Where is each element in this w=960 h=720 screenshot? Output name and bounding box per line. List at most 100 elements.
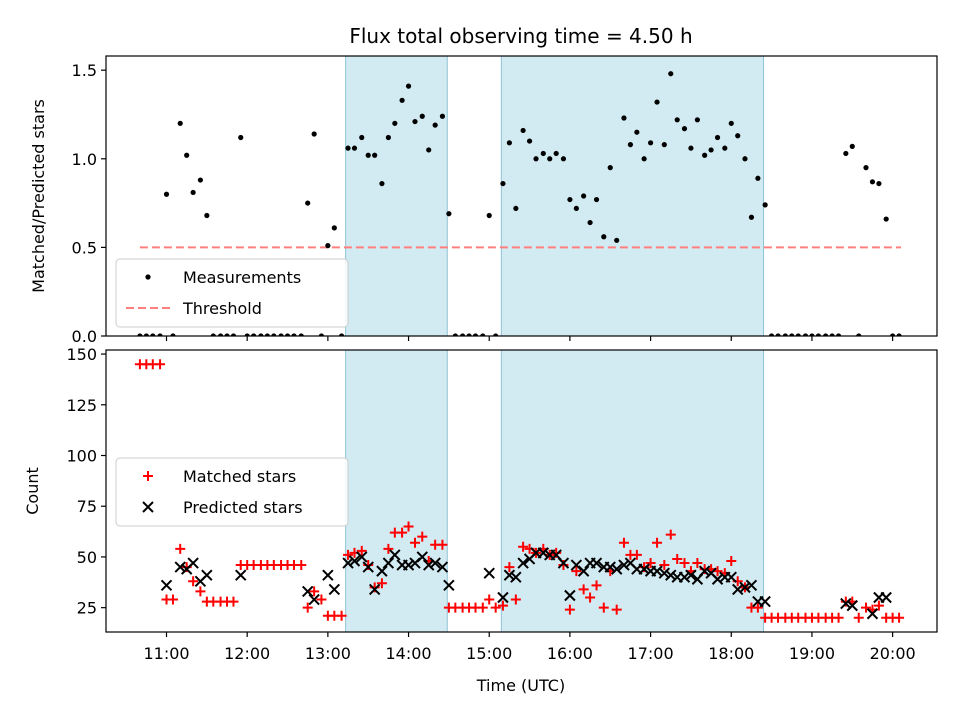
predicted-star-point xyxy=(162,580,172,590)
legend-label: Measurements xyxy=(183,268,301,287)
y-tick-label: 1.0 xyxy=(72,150,97,169)
measurement-point xyxy=(654,99,659,104)
measurement-point xyxy=(601,234,606,239)
measurement-point xyxy=(608,165,613,170)
chart-title: Flux total observing time = 4.50 h xyxy=(349,24,692,48)
measurement-point xyxy=(722,146,727,151)
legend: Measurements Threshold xyxy=(116,259,348,327)
x-tick-label: 15:00 xyxy=(466,644,512,663)
measurement-point xyxy=(433,123,438,128)
matched-star-point xyxy=(228,597,238,607)
matched-star-point xyxy=(296,560,306,570)
measurement-point xyxy=(863,165,868,170)
observing-window-band xyxy=(501,350,763,632)
count-panel: 255075100125150 11:00 12:00 13:00 14:00 15:0… xyxy=(23,345,937,663)
y-tick-label: 125 xyxy=(66,396,97,415)
measurement-point xyxy=(648,140,653,145)
predicted-star-point xyxy=(329,584,339,594)
measurement-point xyxy=(850,144,855,149)
y-tick-label: 0.5 xyxy=(72,238,97,257)
measurement-point xyxy=(715,135,720,140)
matched-star-point xyxy=(484,595,494,605)
legend-label: Predicted stars xyxy=(183,498,303,517)
x-axis-label: Time (UTC) xyxy=(476,676,565,695)
measurement-point xyxy=(541,151,546,156)
y-axis-label: Count xyxy=(23,467,42,515)
measurement-point xyxy=(561,156,566,161)
measurement-point xyxy=(533,156,538,161)
x-tick-label: 13:00 xyxy=(305,644,351,663)
measurement-point xyxy=(567,197,572,202)
measurement-point xyxy=(702,153,707,158)
measurement-point xyxy=(198,177,203,182)
measurement-point xyxy=(628,142,633,147)
y-tick-label: 150 xyxy=(66,345,97,364)
observing-shade-layer xyxy=(346,56,764,336)
legend-label: Threshold xyxy=(182,299,262,318)
x-tick-label: 19:00 xyxy=(789,644,835,663)
measurement-point xyxy=(843,151,848,156)
x-tick-label: 12:00 xyxy=(224,644,270,663)
measurement-point xyxy=(682,126,687,131)
x-tick-label: 14:00 xyxy=(385,644,431,663)
measurement-point xyxy=(392,121,397,126)
legend-marker xyxy=(145,274,150,279)
measurement-point xyxy=(372,153,377,158)
measurement-point xyxy=(440,114,445,119)
matched-star-point xyxy=(337,611,347,621)
matched-star-point xyxy=(175,544,185,554)
measurement-point xyxy=(386,135,391,140)
y-tick-label: 1.5 xyxy=(72,61,97,80)
measurement-point xyxy=(359,135,364,140)
matched-star-point xyxy=(155,359,165,369)
measurement-point xyxy=(487,213,492,218)
y-tick-label: 75 xyxy=(77,497,97,516)
measurement-point xyxy=(345,146,350,151)
y-axis: 0.00.51.01.5 xyxy=(72,61,106,346)
measurement-point xyxy=(749,215,754,220)
measurement-point xyxy=(695,117,700,122)
matched-star-point xyxy=(834,613,844,623)
measurement-point xyxy=(406,84,411,89)
y-tick-label: 100 xyxy=(66,446,97,465)
measurement-point xyxy=(184,153,189,158)
measurement-point xyxy=(763,202,768,207)
observing-window-band xyxy=(346,350,448,632)
measurement-point xyxy=(870,179,875,184)
predicted-star-point xyxy=(484,568,494,578)
measurement-point xyxy=(621,115,626,120)
measurement-point xyxy=(755,176,760,181)
y-tick-label: 25 xyxy=(77,599,97,618)
observing-shade-layer xyxy=(346,350,764,632)
figure: Flux total observing time = 4.50 h 0.00.… xyxy=(0,0,960,720)
measurement-point xyxy=(412,119,417,124)
measurement-point xyxy=(366,153,371,158)
measurement-point xyxy=(884,216,889,221)
measurement-point xyxy=(204,213,209,218)
measurement-point xyxy=(581,193,586,198)
measurement-point xyxy=(352,146,357,151)
predicted-star-point xyxy=(236,570,246,580)
x-tick-label: 16:00 xyxy=(547,644,593,663)
observing-window-band xyxy=(501,56,763,336)
measurement-point xyxy=(574,206,579,211)
measurement-point xyxy=(675,117,680,122)
measurement-point xyxy=(426,147,431,152)
matched-star-point xyxy=(854,613,864,623)
measurement-point xyxy=(305,200,310,205)
predicted-star-point xyxy=(188,558,198,568)
matched-star-point xyxy=(303,603,313,613)
measurement-point xyxy=(399,98,404,103)
x-tick-label: 17:00 xyxy=(628,644,674,663)
measurement-point xyxy=(420,114,425,119)
x-axis: 11:00 12:00 13:00 14:00 15:00 16:00 17:00 18:00… xyxy=(143,632,915,663)
measurement-point xyxy=(238,135,243,140)
measurement-point xyxy=(876,181,881,186)
measurement-point xyxy=(527,138,532,143)
measurement-point xyxy=(587,220,592,225)
matched-star-point xyxy=(894,613,904,623)
predicted-star-point xyxy=(881,593,891,603)
measurement-point xyxy=(742,156,747,161)
measurement-point xyxy=(735,133,740,138)
measurement-point xyxy=(507,140,512,145)
